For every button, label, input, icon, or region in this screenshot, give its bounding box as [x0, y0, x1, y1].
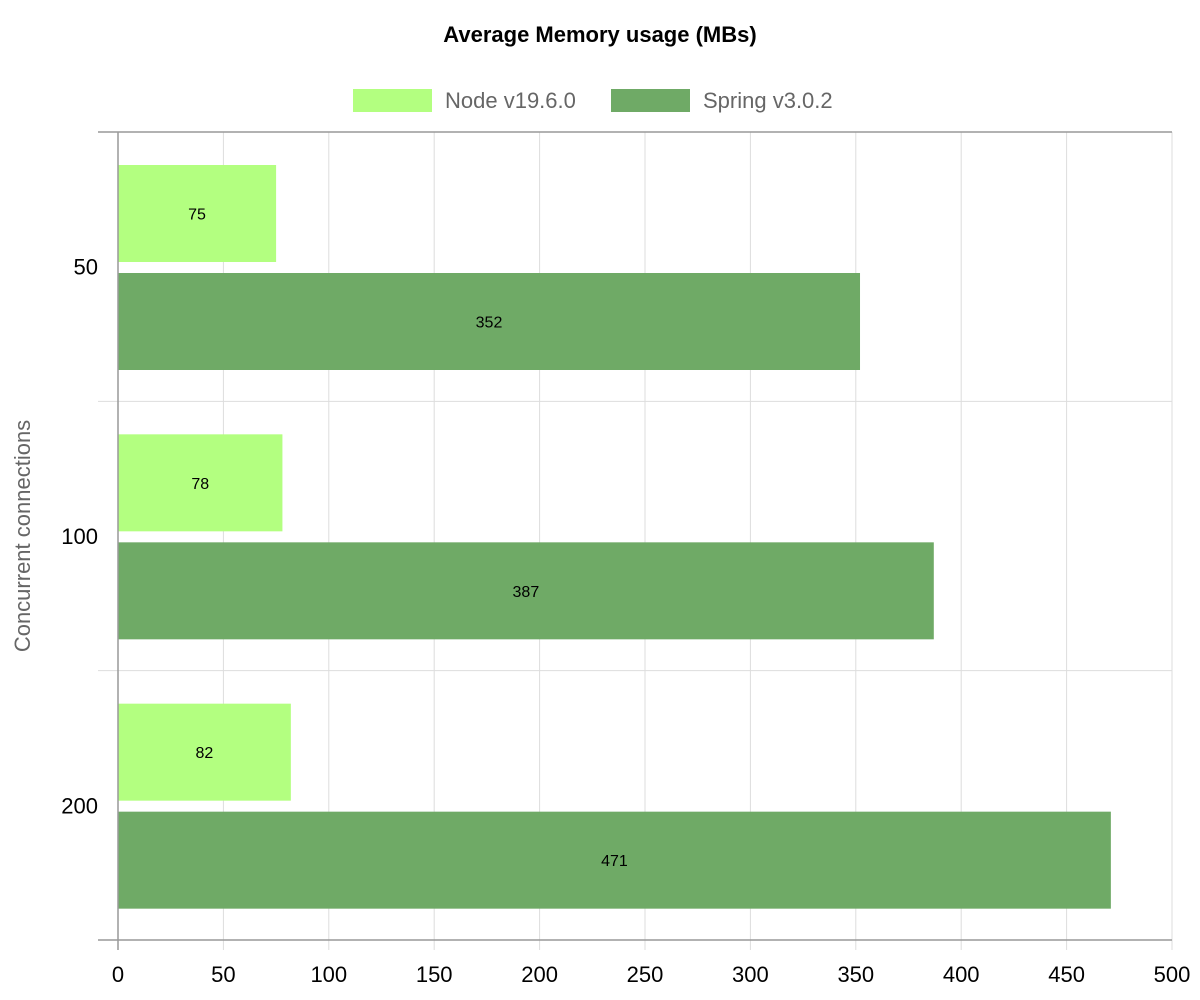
chart-title: Average Memory usage (MBs) [443, 22, 756, 47]
data-labels: 75 352 78 387 82 471 [188, 207, 628, 871]
data-label: 75 [188, 207, 206, 224]
x-tick-label: 300 [732, 962, 769, 987]
bar-node-200 [118, 703, 291, 801]
y-tick-label: 100 [61, 524, 98, 549]
y-tick-label: 50 [74, 255, 98, 280]
x-tick-label: 150 [416, 962, 453, 987]
x-tick-labels: 0 50 100 150 200 250 300 350 400 450 500 [112, 962, 1190, 987]
x-tick-label: 50 [211, 962, 235, 987]
legend-label-spring: Spring v3.0.2 [703, 88, 833, 113]
x-tick-label: 400 [943, 962, 980, 987]
bars [118, 165, 1111, 909]
bar-spring-50 [118, 273, 861, 370]
x-tick-label: 500 [1154, 962, 1191, 987]
legend: Node v19.6.0 Spring v3.0.2 [353, 88, 833, 113]
legend-swatch-node [353, 89, 432, 112]
x-tick-label: 100 [310, 962, 347, 987]
y-tick-labels: 50 100 200 [61, 255, 98, 819]
data-label: 471 [601, 853, 628, 870]
bar-node-50 [118, 165, 277, 262]
x-tick-label: 0 [112, 962, 124, 987]
data-label: 387 [513, 584, 540, 601]
y-tick-label: 200 [61, 793, 98, 818]
data-label: 78 [191, 476, 209, 493]
bar-node-100 [118, 434, 283, 532]
y-axis-title: Concurrent connections [10, 420, 35, 652]
data-label: 82 [196, 745, 214, 762]
x-tick-label: 200 [521, 962, 558, 987]
x-tick-label: 450 [1048, 962, 1085, 987]
x-tick-label: 350 [837, 962, 874, 987]
gridlines [98, 131, 1173, 950]
legend-swatch-spring [611, 89, 690, 112]
bar-spring-200 [118, 811, 1111, 909]
bar-spring-100 [118, 542, 934, 640]
x-tick-label: 250 [627, 962, 664, 987]
legend-label-node: Node v19.6.0 [445, 88, 576, 113]
data-label: 352 [476, 315, 503, 332]
